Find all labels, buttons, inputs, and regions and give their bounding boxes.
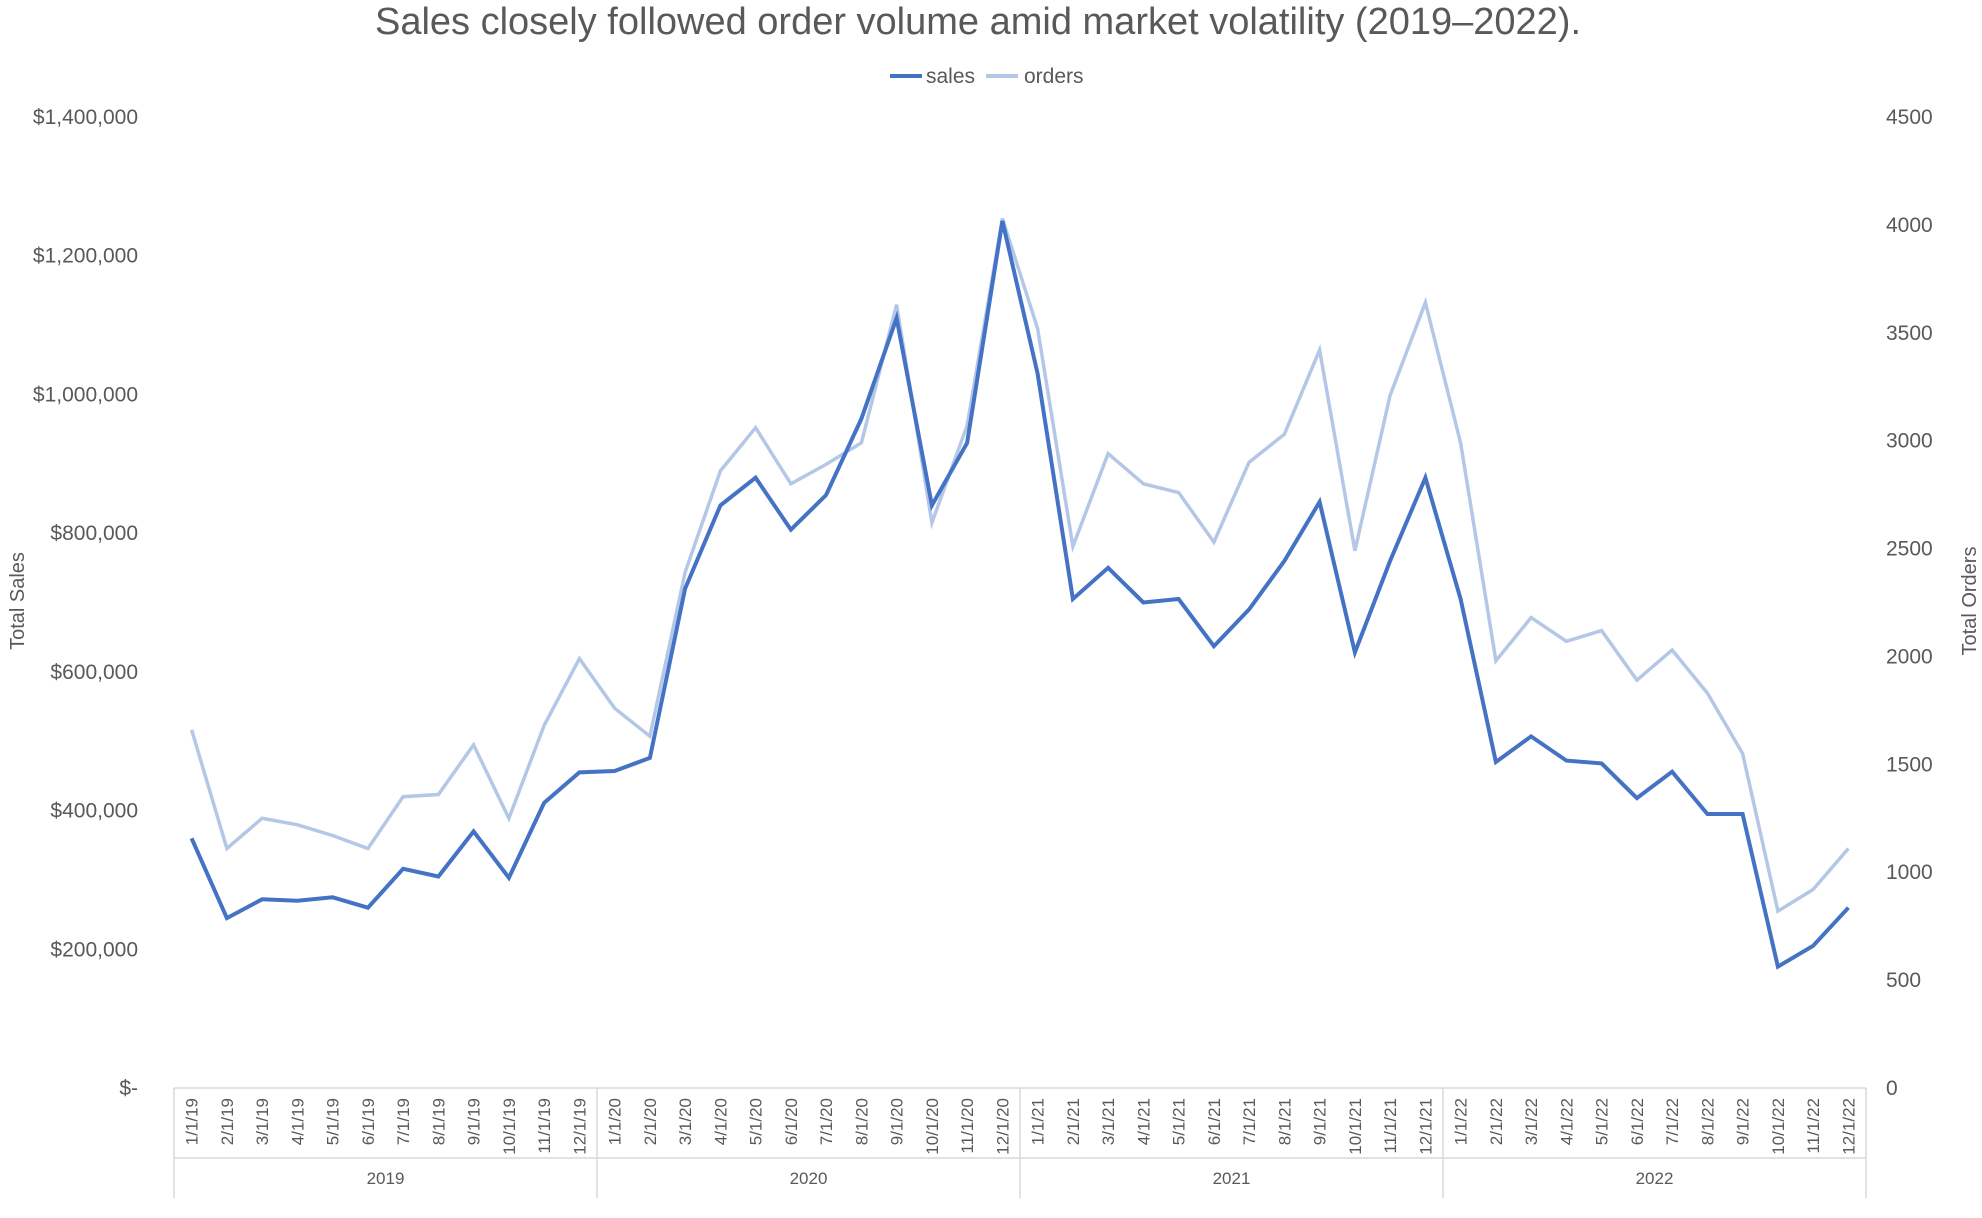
x-tick-label: 3/1/20 (676, 1098, 695, 1145)
y-axis-right-title: Total Orders (1959, 547, 1981, 656)
series-line-orders (189, 217, 1850, 914)
x-tick-label: 1/1/21 (1029, 1098, 1048, 1145)
x-tick-label: 5/1/19 (324, 1098, 343, 1145)
legend-label-sales: sales (926, 65, 975, 88)
x-tick-label: 8/1/20 (852, 1098, 871, 1145)
x-tick-label: 7/1/19 (394, 1098, 413, 1145)
x-tick-label: 12/1/19 (570, 1098, 589, 1155)
y-right-tick-label: 1500 (1886, 753, 1933, 776)
y-right-tick-label: 2500 (1886, 538, 1933, 561)
y-left-tick-label: $1,400,000 (33, 106, 138, 129)
y-right-tick-label: 4000 (1886, 214, 1933, 237)
x-year-label: 2019 (367, 1169, 405, 1188)
x-tick-label: 10/1/20 (923, 1098, 942, 1155)
plot-area (189, 217, 1850, 970)
x-tick-label: 3/1/19 (253, 1098, 272, 1145)
y-right-tick-label: 3000 (1886, 430, 1933, 453)
y-left-tick-label: $400,000 (50, 800, 138, 823)
y-axis-left-title: Total Sales (7, 552, 29, 650)
series-line-sales (189, 220, 1850, 970)
y-left-tick-label: $1,000,000 (33, 383, 138, 406)
x-tick-label: 1/1/22 (1452, 1098, 1471, 1145)
x-tick-label: 7/1/22 (1663, 1098, 1682, 1145)
x-tick-label: 9/1/20 (888, 1098, 907, 1145)
y-left-tick-label: $600,000 (50, 661, 138, 684)
x-axis: 1/1/19 2/1/19 3/1/19 4/1/19 5/1/19 6/1/19 7/1/… (173, 1087, 1867, 1198)
x-tick-label: 11/1/20 (958, 1098, 977, 1153)
x-tick-label: 4/1/20 (711, 1098, 730, 1145)
x-year-label: 2021 (1213, 1169, 1251, 1188)
legend: sales orders (890, 65, 1084, 88)
x-year-label: 2022 (1636, 1169, 1674, 1188)
x-tick-label: 4/1/22 (1557, 1098, 1576, 1145)
y-right-tick-label: 1000 (1886, 861, 1933, 884)
y-axis-left: $- $200,000 $400,000 $600,000 $800,000 $1,000… (33, 106, 138, 1100)
x-tick-label: 2/1/20 (641, 1098, 660, 1145)
x-tick-label: 6/1/19 (359, 1098, 378, 1145)
x-tick-label: 7/1/21 (1240, 1098, 1259, 1145)
x-tick-label: 9/1/22 (1734, 1098, 1753, 1145)
y-left-tick-label: $1,200,000 (33, 245, 138, 268)
x-tick-label: 6/1/21 (1205, 1098, 1224, 1145)
y-right-tick-label: 500 (1886, 969, 1921, 992)
x-tick-label: 9/1/21 (1311, 1098, 1330, 1145)
x-tick-label: 12/1/20 (993, 1098, 1012, 1155)
x-tick-label: 10/1/19 (500, 1098, 519, 1155)
x-tick-label: 6/1/20 (782, 1098, 801, 1145)
x-tick-label: 2/1/22 (1487, 1098, 1506, 1145)
x-tick-label: 11/1/21 (1381, 1098, 1400, 1153)
x-tick-label: 2/1/19 (218, 1098, 237, 1145)
x-tick-label: 9/1/19 (465, 1098, 484, 1145)
x-tick-label: 5/1/22 (1593, 1098, 1612, 1145)
y-right-tick-label: 4500 (1886, 106, 1933, 129)
y-left-tick-label: $800,000 (50, 522, 138, 545)
y-left-tick-label: $200,000 (50, 938, 138, 961)
x-tick-label: 6/1/22 (1628, 1098, 1647, 1145)
x-tick-label: 5/1/20 (747, 1098, 766, 1145)
y-right-tick-label: 2000 (1886, 645, 1933, 668)
chart-title: Sales closely followed order volume amid… (375, 1, 1581, 43)
x-tick-label: 8/1/22 (1698, 1098, 1717, 1145)
x-tick-label: 7/1/20 (817, 1098, 836, 1145)
legend-label-orders: orders (1024, 65, 1084, 88)
x-tick-label: 4/1/21 (1134, 1098, 1153, 1145)
x-tick-label: 11/1/19 (535, 1098, 554, 1153)
y-right-tick-label: 3500 (1886, 322, 1933, 345)
y-right-tick-label: 0 (1886, 1077, 1898, 1100)
x-tick-label: 10/1/22 (1769, 1098, 1788, 1155)
x-tick-label: 8/1/19 (429, 1098, 448, 1145)
x-tick-label: 12/1/21 (1416, 1098, 1435, 1155)
y-left-tick-label: $- (119, 1077, 138, 1100)
x-tick-label: 4/1/19 (288, 1098, 307, 1145)
x-tick-label: 1/1/19 (183, 1098, 202, 1145)
x-tick-label: 3/1/22 (1522, 1098, 1541, 1145)
x-tick-label: 10/1/21 (1346, 1098, 1365, 1155)
x-tick-label: 12/1/22 (1839, 1098, 1858, 1155)
x-tick-label: 11/1/22 (1804, 1098, 1823, 1153)
x-tick-label: 2/1/21 (1064, 1098, 1083, 1145)
x-tick-label: 3/1/21 (1099, 1098, 1118, 1145)
x-tick-label: 8/1/21 (1275, 1098, 1294, 1145)
x-tick-label: 1/1/20 (606, 1098, 625, 1145)
x-tick-label: 5/1/21 (1170, 1098, 1189, 1145)
y-axis-right: 0 500 1000 1500 2000 2500 3000 3500 4000 4500 (1886, 106, 1933, 1100)
x-year-label: 2020 (790, 1169, 828, 1188)
